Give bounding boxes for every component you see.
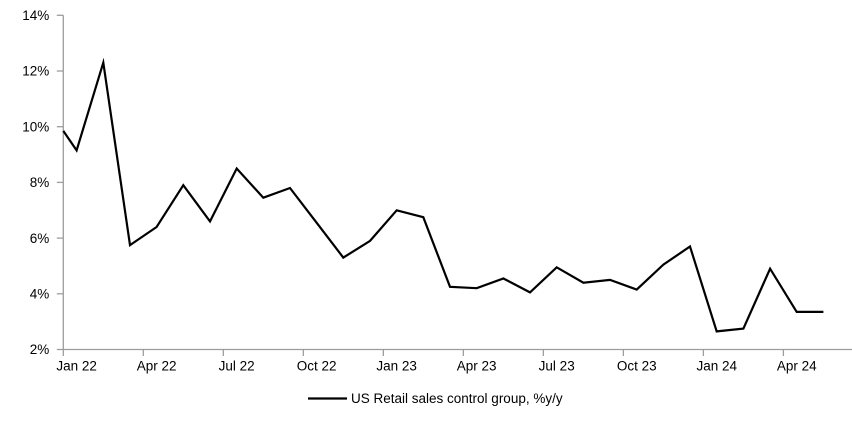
- x-tick-label: Apr 22: [137, 359, 177, 374]
- x-axis-ticks: Jan 22 Apr 22 Jul 22 Oct 22 Jan 23 Apr 23 Jul …: [56, 349, 817, 374]
- x-tick-label: Jan 23: [376, 359, 417, 374]
- x-tick-label: Oct 22: [297, 359, 337, 374]
- x-tick-label: Jul 23: [539, 359, 575, 374]
- y-tick-label: 6%: [30, 231, 50, 246]
- y-tick-label: 14%: [22, 8, 49, 23]
- x-tick-label: Oct 23: [617, 359, 657, 374]
- x-tick-label: Jan 22: [56, 359, 97, 374]
- y-tick-label: 4%: [30, 287, 50, 302]
- y-tick-label: 2%: [30, 342, 50, 357]
- x-tick-label: Apr 24: [777, 359, 817, 374]
- x-tick-label: Jul 22: [219, 359, 255, 374]
- y-tick-label: 12%: [22, 64, 49, 79]
- x-tick-label: Jan 24: [696, 359, 737, 374]
- series-line: [62, 57, 824, 333]
- y-tick-label: 10%: [22, 119, 49, 134]
- data-line: [62, 57, 824, 333]
- y-axis-ticks: 2% 4% 6% 8% 10% 12% 14%: [22, 8, 64, 357]
- x-tick-label: Apr 23: [457, 359, 497, 374]
- y-tick-label: 8%: [30, 175, 50, 190]
- legend: US Retail sales control group, %y/y: [308, 391, 563, 406]
- legend-label: US Retail sales control group, %y/y: [351, 391, 563, 406]
- axes: [62, 15, 852, 351]
